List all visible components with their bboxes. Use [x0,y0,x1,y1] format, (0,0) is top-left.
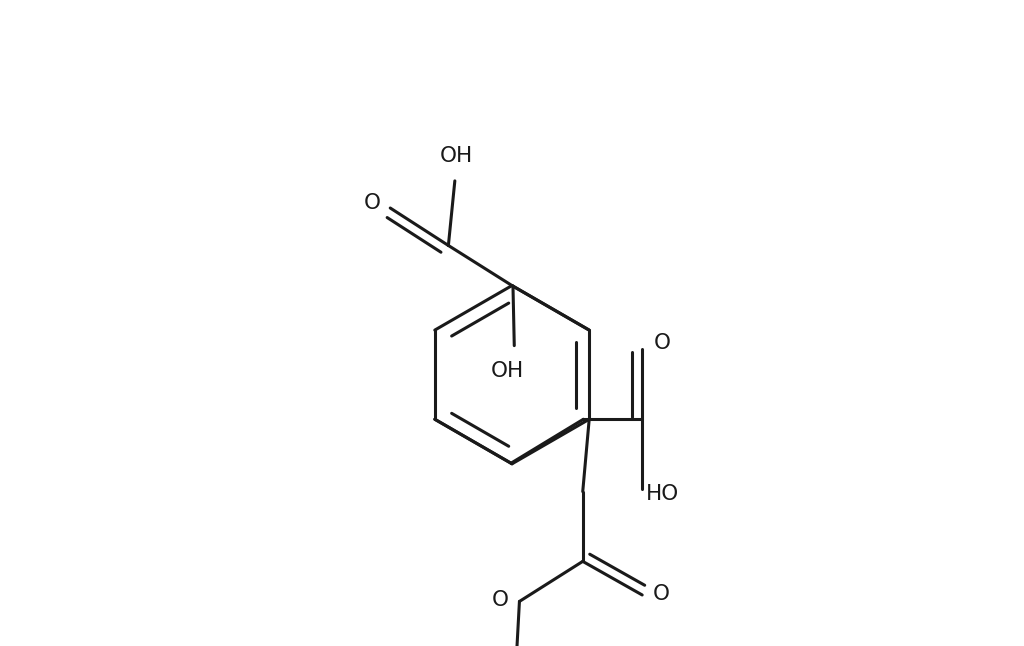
Text: O: O [364,193,381,213]
Text: O: O [653,584,670,603]
Text: OH: OH [492,362,524,381]
Text: HO: HO [645,484,679,504]
Text: O: O [492,590,509,610]
Text: O: O [653,333,671,353]
Text: OH: OH [439,147,473,166]
